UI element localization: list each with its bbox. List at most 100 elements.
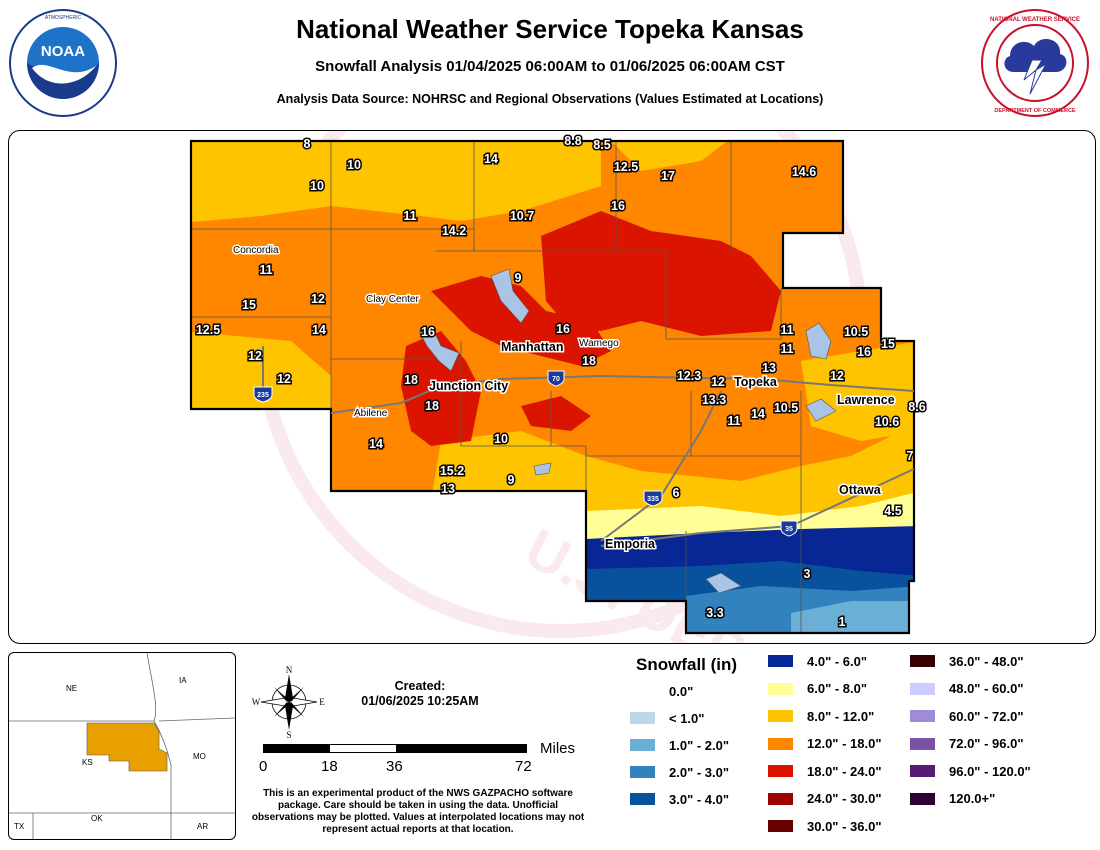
inset-ne: NE [66,684,77,693]
legend-swatch [910,655,935,667]
snowfall-value-label: 12.5 [196,323,220,337]
legend-label: 4.0" - 6.0" [807,653,868,669]
legend-swatch [630,685,655,697]
snowfall-value-label: 9 [515,271,522,285]
snowfall-value-label: 11 [403,209,416,223]
snowfall-value-label: 8.5 [593,138,610,152]
legend-label: 3.0" - 4.0" [669,791,730,807]
snowfall-value-label: 14 [312,323,326,337]
legend-label: 2.0" - 3.0" [669,764,730,780]
legend-item: 0.0" [630,680,729,702]
city-concordia: Concordia [233,245,279,256]
snowfall-value-label: 10 [494,432,508,446]
legend-label: 1.0" - 2.0" [669,737,730,753]
snowfall-value-label: 11 [727,414,740,428]
legend-swatch [910,765,935,777]
snowfall-value-label: 15.2 [440,464,464,478]
legend-item: 2.0" - 3.0" [630,761,729,783]
legend-label: < 1.0" [669,710,705,726]
legend-label: 12.0" - 18.0" [807,736,882,751]
legend-column-3: 36.0" - 48.0" 48.0" - 60.0" 60.0" - 72.0" 7… [910,650,1031,815]
legend-item: 6.0" - 8.0" [768,678,881,700]
legend-item: < 1.0" [630,707,729,729]
legend-label: 120.0+" [949,791,996,806]
snowfall-value-label: 11 [780,323,793,337]
city-abilene: Abilene [354,408,388,419]
legend-item: 30.0" - 36.0" [768,815,881,837]
scale-tick-72: 72 [515,758,532,775]
snowfall-value-label: 12 [711,375,725,389]
legend-swatch [630,712,655,724]
scale-tick-36: 36 [386,758,403,775]
legend-item: 3.0" - 4.0" [630,788,729,810]
city-wamego: Wamego [579,338,619,349]
svg-text:NATIONAL WEATHER SERVICE: NATIONAL WEATHER SERVICE [990,17,1080,23]
snowfall-value-label: 15 [242,298,256,312]
compass-rose-icon: N S W E [252,665,326,740]
legend-label: 30.0" - 36.0" [807,818,882,834]
legend-label: 0.0" [669,683,694,699]
scale-bar [263,744,527,753]
disclaimer-note: This is an experimental product of the N… [251,788,585,835]
legend-swatch [768,682,793,695]
legend-item: 36.0" - 48.0" [910,650,1031,672]
legend-swatch [630,766,655,778]
legend-item: 8.0" - 12.0" [768,705,881,727]
city-clay-center: Clay Center [366,294,419,305]
snowfall-value-label: 18 [404,373,418,387]
snowfall-value-label: 10.6 [875,415,899,429]
snowfall-value-label: 12 [248,349,262,363]
snowfall-value-label: 14 [369,437,383,451]
legend-label: 60.0" - 72.0" [949,708,1024,724]
svg-text:DEPARTMENT OF COMMERCE: DEPARTMENT OF COMMERCE [994,108,1076,114]
city-junction-city: Junction City [429,379,508,393]
city-manhattan: Manhattan [501,340,564,354]
legend-item: 48.0" - 60.0" [910,678,1031,700]
legend-item: 120.0+" [910,788,1031,810]
inset-tx: TX [14,822,25,831]
snowfall-value-label: 12.5 [614,160,638,174]
snowfall-value-label: 12 [277,372,291,386]
snowfall-value-label: 12 [311,292,325,306]
city-labels: Concordia Clay Center Manhattan Wamego J… [232,244,897,553]
cwa-border [189,139,916,635]
snowfall-value-label: 14.6 [792,165,816,179]
legend-label: 18.0" - 24.0" [807,763,882,779]
legend-swatch [910,792,935,805]
created-datetime: 01/06/2025 10:25AM [361,694,479,708]
legend-item: 4.0" - 6.0" [768,650,881,672]
noaa-logo-text: NOAA [41,43,85,60]
created-stamp: Created: 01/06/2025 10:25AM [330,679,510,709]
legend-swatch [768,820,793,832]
snowfall-value-label: 16 [611,199,625,213]
snowfall-value-label: 16 [857,345,871,359]
inset-ar: AR [197,822,208,831]
legend-label: 36.0" - 48.0" [949,653,1024,669]
snowfall-value-label: 14.2 [442,224,466,238]
city-emporia: Emporia [605,537,656,551]
snowfall-value-label: 12.3 [677,369,701,383]
snowfall-value-label: 12 [830,369,844,383]
page-title: National Weather Service Topeka Kansas [296,14,804,44]
snowfall-value-label: 10.5 [774,401,798,415]
noaa-logo: NOAA ATMOSPHERIC [8,8,118,118]
legend-swatch [630,793,655,805]
snowfall-value-label: 11 [259,263,272,277]
legend-swatch [910,682,935,695]
snowfall-map: U.S. DEPARTMENT OF [8,130,1096,644]
highways [262,346,915,547]
interstate-shields: 70 335 35 235 [253,370,798,537]
legend-swatch [768,710,793,722]
nws-logo: NATIONAL WEATHER SERVICE DEPARTMENT OF C… [980,8,1090,118]
city-lawrence: Lawrence [837,393,895,407]
legend-label: 6.0" - 8.0" [807,681,868,696]
snowfall-value-label: 17 [661,169,675,183]
snowfall-value-label: 18 [582,354,596,368]
legend-item: 1.0" - 2.0" [630,734,729,756]
snowfall-value-label: 1 [839,615,846,629]
lakes [418,268,837,594]
inset-mo: MO [193,752,206,761]
compass-e: E [319,697,325,707]
snowfall-value-label: 8.6 [908,400,925,414]
inset-ok: OK [91,814,103,823]
